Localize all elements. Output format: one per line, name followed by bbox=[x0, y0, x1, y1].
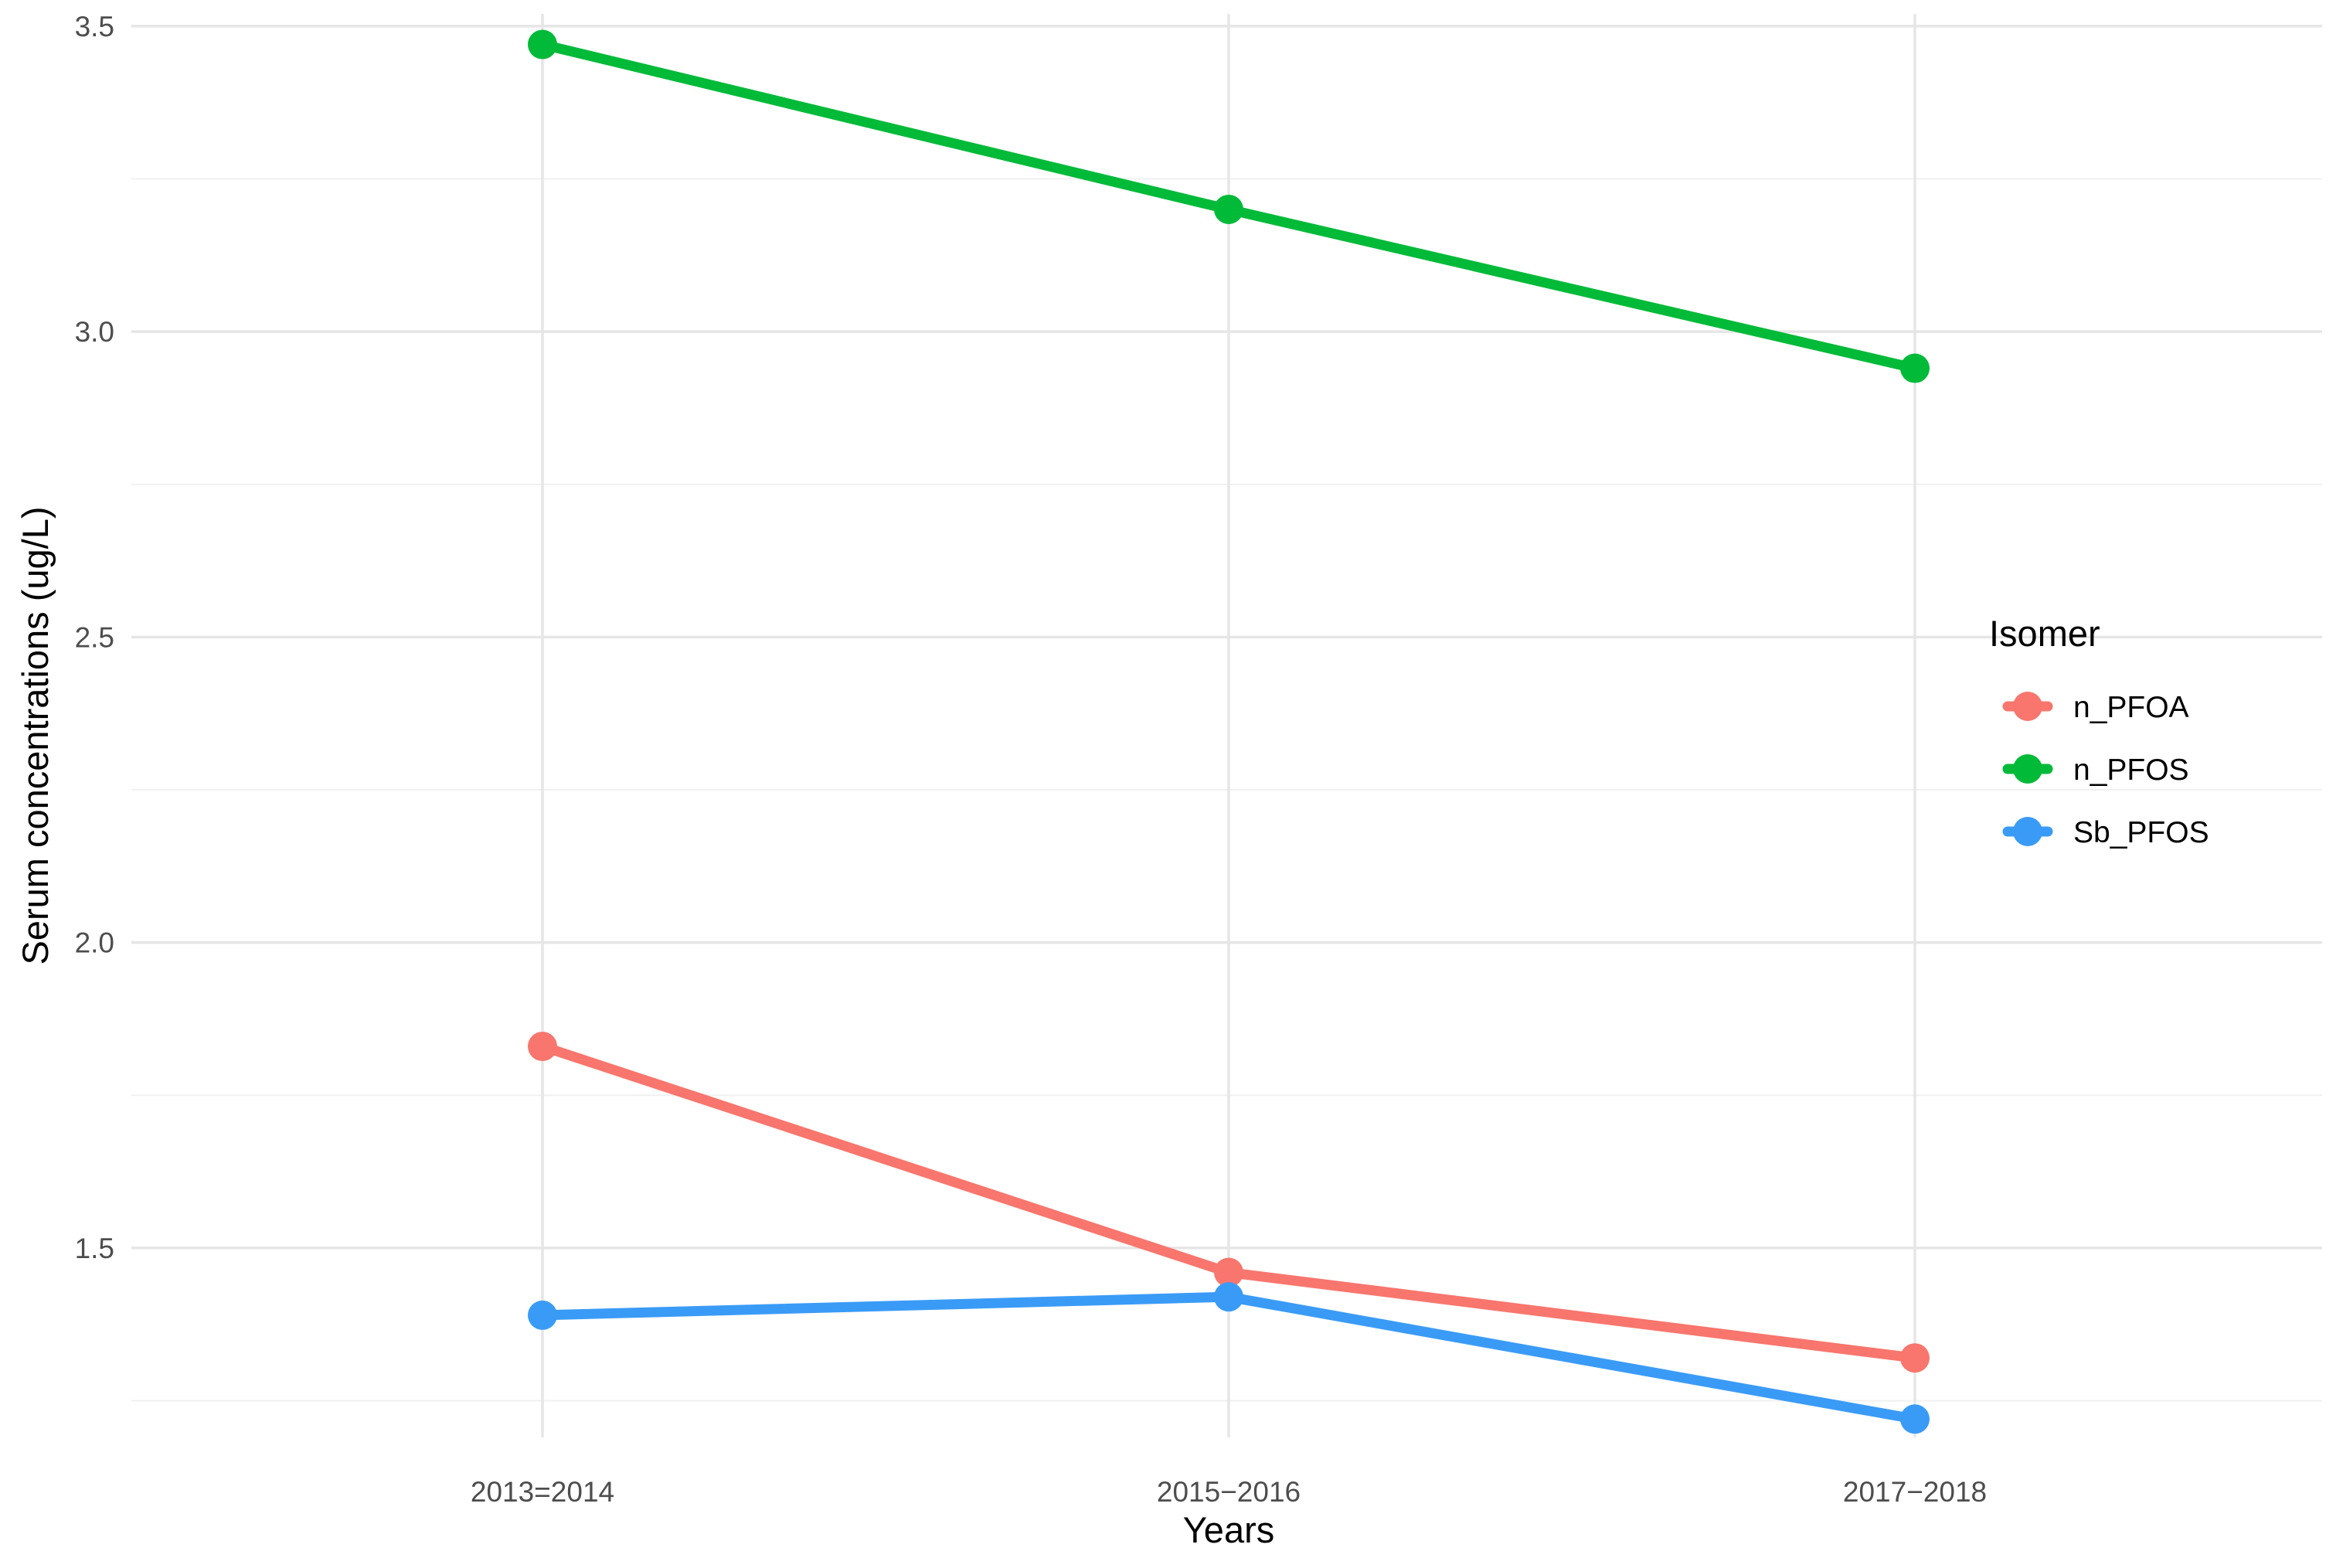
legend-key-point bbox=[2013, 692, 2042, 721]
y-axis-title: Serum concentrations (ug/L) bbox=[15, 506, 56, 964]
y-axis-ticks: 1.5 2.0 2.5 3.0 3.5 bbox=[75, 11, 114, 1264]
series-sb-pfos bbox=[528, 1282, 1930, 1434]
data-point-n-pfos bbox=[1214, 194, 1243, 224]
legend-item-n-pfoa: n_PFOA bbox=[2002, 691, 2189, 724]
y-tick-label: 3.0 bbox=[75, 316, 114, 348]
series-n-pfoa bbox=[528, 1032, 1930, 1373]
legend-label: n_PFOA bbox=[2073, 691, 2189, 724]
data-point-n-pfoa bbox=[1900, 1343, 1930, 1373]
data-point-sb-pfos bbox=[1900, 1404, 1930, 1434]
legend-items: n_PFOA n_PFOS Sb_PFOS bbox=[2002, 691, 2209, 849]
y-tick-label: 2.0 bbox=[75, 927, 114, 959]
legend-item-sb-pfos: Sb_PFOS bbox=[2002, 816, 2209, 849]
data-point-n-pfos bbox=[1900, 353, 1930, 383]
y-tick-label: 3.5 bbox=[75, 11, 114, 43]
x-axis-title: Years bbox=[1183, 1509, 1274, 1550]
series-n-pfos bbox=[528, 29, 1930, 383]
legend-key-point bbox=[2013, 817, 2042, 846]
x-axis-ticks: 2013=2014 2015−2016 2017−2018 bbox=[471, 1476, 1987, 1508]
data-point-n-pfos bbox=[528, 29, 557, 60]
series-layer bbox=[528, 29, 1930, 1434]
legend-title: Isomer bbox=[1989, 613, 2100, 654]
y-tick-label: 2.5 bbox=[75, 621, 114, 653]
legend: Isomer n_PFOA n_PFOS Sb_PFOS bbox=[1989, 613, 2209, 849]
x-tick-label: 2013=2014 bbox=[471, 1476, 614, 1508]
legend-label: Sb_PFOS bbox=[2073, 816, 2209, 849]
data-point-n-pfoa bbox=[528, 1032, 557, 1062]
legend-label: n_PFOS bbox=[2073, 753, 2189, 787]
grid-layer bbox=[131, 14, 2322, 1437]
y-tick-label: 1.5 bbox=[75, 1233, 114, 1264]
data-point-sb-pfos bbox=[1214, 1282, 1243, 1312]
legend-item-n-pfos: n_PFOS bbox=[2002, 753, 2189, 787]
x-tick-label: 2017−2018 bbox=[1843, 1476, 1987, 1508]
x-tick-label: 2015−2016 bbox=[1157, 1476, 1301, 1508]
legend-key-point bbox=[2013, 754, 2042, 784]
data-point-n-pfoa bbox=[1214, 1257, 1243, 1287]
data-point-sb-pfos bbox=[528, 1300, 557, 1330]
